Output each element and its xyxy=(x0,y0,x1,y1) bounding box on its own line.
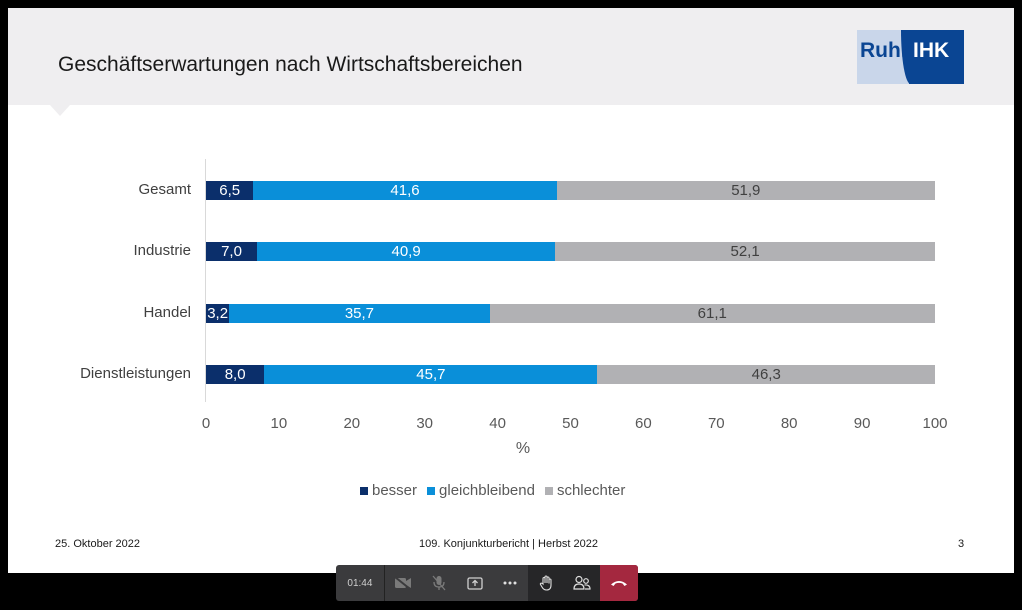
bar-segment-schlechter xyxy=(556,180,935,200)
legend-item-besser: besser xyxy=(360,482,417,499)
x-tick-label: 50 xyxy=(562,415,579,432)
legend-swatch xyxy=(360,486,368,495)
data-label-besser: 6,5 xyxy=(219,181,241,199)
x-tick-label: 20 xyxy=(343,415,361,432)
footer-date: 25. Oktober 2022 xyxy=(55,538,141,550)
data-label-gleichbleibend: 41,6 xyxy=(390,181,420,199)
chart-legend: besser gleichbleibend schlechter xyxy=(360,482,625,499)
data-label-schlechter: 61,1 xyxy=(697,304,727,322)
raise-hand-button[interactable] xyxy=(528,565,565,601)
bar-segment-gleichbleibend xyxy=(264,364,598,384)
legend-swatch xyxy=(427,486,436,495)
mic-off-icon xyxy=(432,575,446,591)
header-notch xyxy=(50,105,70,116)
x-tick-label: 90 xyxy=(853,415,871,432)
x-tick-label: 30 xyxy=(416,415,434,432)
raise-hand-icon xyxy=(540,575,552,591)
ruhr-ihk-logo: Ruhr IHK xyxy=(857,30,964,84)
logo-text-ihk: IHK xyxy=(913,39,950,62)
bar-segment-besser xyxy=(206,241,258,261)
bar-segment-gleichbleibend xyxy=(257,241,556,261)
bar-segment-besser xyxy=(206,180,254,200)
legend-swatch xyxy=(544,486,553,495)
bar-segment-gleichbleibend xyxy=(229,303,490,323)
x-tick-label: 70 xyxy=(707,415,725,432)
logo-dark-panel xyxy=(901,30,964,84)
x-tick-label: 100 xyxy=(922,415,948,432)
data-label-besser: 7,0 xyxy=(221,242,242,260)
call-timer: 01:44 xyxy=(336,565,385,601)
data-label-besser: 3,2 xyxy=(207,304,229,322)
hang-up-button[interactable] xyxy=(600,565,638,601)
category-label: Handel xyxy=(143,304,191,321)
meeting-toolbar: 01:44 xyxy=(336,565,638,601)
footer-report-title: 109. Konjunkturbericht | Herbst 2022 xyxy=(419,538,598,550)
slide-header xyxy=(8,8,1014,105)
legend-item-schlechter: schlechter xyxy=(544,482,626,499)
x-tick-label: 10 xyxy=(270,415,288,432)
legend-label: schlechter xyxy=(556,482,626,499)
x-tick-label: 40 xyxy=(489,415,506,432)
participants-button[interactable] xyxy=(564,565,601,601)
data-label-schlechter: 46,3 xyxy=(751,365,781,383)
data-label-gleichbleibend: 35,7 xyxy=(344,304,375,322)
y-axis-line xyxy=(205,159,206,402)
more-actions-button[interactable] xyxy=(492,565,528,601)
slide-title: Geschäftserwartungen nach Wirtschaftsber… xyxy=(58,53,523,76)
data-label-gleichbleibend: 45,7 xyxy=(416,365,446,383)
data-label-gleichbleibend: 40,9 xyxy=(391,242,421,260)
camera-off-icon xyxy=(394,576,411,590)
legend-label: besser xyxy=(372,482,418,499)
more-dots-icon xyxy=(503,581,517,585)
bar-segment-gleichbleibend xyxy=(253,180,557,200)
legend-item-gleichbleibend: gleichbleibend xyxy=(427,482,535,499)
x-tick-label: 80 xyxy=(780,415,798,432)
bar-segment-besser xyxy=(206,364,265,384)
page-number: 3 xyxy=(958,538,965,550)
bar-segment-schlechter xyxy=(555,241,935,261)
data-label-schlechter: 51,9 xyxy=(731,181,761,199)
bar-segment-besser xyxy=(206,303,230,323)
x-axis-label: % xyxy=(515,440,531,457)
bar-segment-schlechter xyxy=(597,364,935,384)
category-label: Dienstleistungen xyxy=(80,365,191,382)
bar-segment-schlechter xyxy=(489,303,935,323)
presentation-slide: Geschäftserwartungen nach Wirtschaftsber… xyxy=(8,8,1014,573)
category-label: Gesamt xyxy=(138,181,191,198)
mic-off-button[interactable] xyxy=(421,565,457,601)
logo-text-ruhr: Ruhr xyxy=(860,39,909,62)
category-label: Industrie xyxy=(133,242,191,259)
share-screen-button[interactable] xyxy=(457,565,493,601)
legend-label: gleichbleibend xyxy=(439,482,535,499)
participants-icon xyxy=(573,575,591,590)
stacked-bar-chart: % besser gleichbleibend schlechter Gesamt 6… xyxy=(8,8,1014,573)
data-label-besser: 8,0 xyxy=(224,365,246,383)
x-tick-label: 60 xyxy=(635,415,652,432)
camera-off-button[interactable] xyxy=(385,565,421,601)
hang-up-icon xyxy=(611,581,628,586)
share-screen-icon xyxy=(466,576,483,590)
x-tick-label: 0 xyxy=(201,415,211,432)
data-label-schlechter: 52,1 xyxy=(730,242,760,260)
